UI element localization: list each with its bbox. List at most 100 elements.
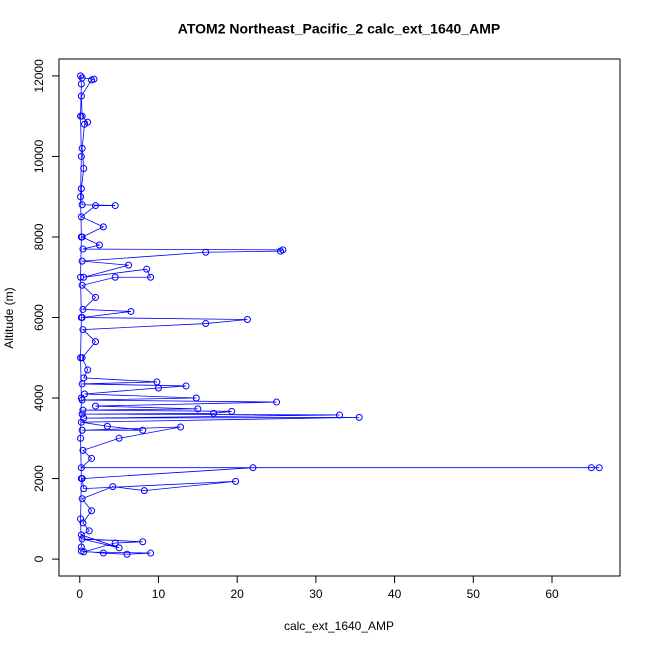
data-point [80, 273, 88, 281]
x-tick-label: 40 [388, 587, 402, 601]
data-point [111, 539, 119, 547]
data-point [153, 378, 161, 386]
data-point [77, 185, 85, 193]
data-point [77, 543, 85, 551]
data-point [79, 245, 87, 253]
x-tick-label: 20 [231, 587, 245, 601]
y-tick-label: 0 [32, 555, 46, 562]
data-point [77, 464, 85, 472]
data-point [77, 475, 85, 483]
x-axis-label: calc_ext_1640_AMP [284, 619, 394, 633]
data-point [99, 549, 107, 557]
data-point [77, 72, 85, 80]
data-point [103, 422, 111, 430]
data-point [111, 273, 119, 281]
data-point [125, 261, 133, 269]
data-point [78, 495, 86, 503]
y-tick-label: 12000 [32, 59, 46, 93]
x-tick-label: 10 [152, 587, 166, 601]
data-point [77, 394, 85, 402]
data-point [232, 477, 240, 485]
data-point [77, 531, 85, 539]
x-tick-label: 50 [467, 587, 481, 601]
data-point [273, 398, 281, 406]
y-tick-label: 8000 [32, 223, 46, 250]
data-point [78, 426, 86, 434]
data-point [99, 223, 107, 231]
data-point [92, 293, 100, 301]
data-point [249, 464, 257, 472]
data-point [595, 464, 603, 472]
data-point [243, 316, 251, 324]
data-line [80, 74, 600, 555]
data-point [115, 434, 123, 442]
data-point [139, 426, 147, 434]
data-point [147, 273, 155, 281]
data-point [88, 507, 96, 515]
data-point [140, 487, 148, 495]
data-point [79, 519, 87, 527]
x-tick-label: 60 [545, 587, 559, 601]
data-point [587, 464, 595, 472]
data-point [355, 413, 363, 421]
data-point [279, 246, 287, 254]
data-point [85, 527, 93, 535]
data-point [78, 201, 86, 209]
y-tick-label: 2000 [32, 465, 46, 492]
data-point [109, 483, 117, 491]
data-point [79, 406, 87, 414]
data-point [147, 549, 155, 557]
data-point [90, 75, 98, 83]
data-point [143, 265, 151, 273]
data-point [77, 314, 85, 321]
data-point [192, 394, 200, 402]
data-point [95, 241, 103, 249]
data-point [88, 454, 96, 462]
data-point [77, 92, 85, 100]
data-point [336, 411, 343, 419]
data-point [111, 202, 119, 210]
data-point [77, 80, 85, 88]
data-point [77, 434, 85, 442]
data-point [78, 410, 86, 418]
data-point [77, 112, 85, 120]
data-point [92, 338, 100, 346]
data-point [79, 326, 87, 334]
data-point [80, 165, 88, 173]
data-point [80, 485, 88, 493]
data-point [78, 257, 86, 265]
data-point [77, 273, 85, 281]
data-point [177, 423, 185, 431]
data-point [77, 233, 85, 241]
data-point [228, 407, 236, 415]
x-tick-label: 30 [309, 587, 323, 601]
data-point [79, 305, 87, 313]
y-tick-label: 6000 [32, 304, 46, 331]
data-point [77, 515, 85, 523]
y-axis-label: Altitude (m) [2, 287, 16, 348]
y-tick-label: 4000 [32, 384, 46, 411]
data-point [77, 213, 85, 221]
data-point [79, 446, 87, 454]
data-point [77, 418, 85, 426]
data-point [77, 193, 85, 201]
y-tick-label: 10000 [32, 139, 46, 173]
data-point [202, 320, 210, 328]
data-point [78, 144, 86, 152]
data-point [139, 538, 147, 546]
data-point [194, 405, 202, 413]
chart-title: ATOM2 Northeast_Pacific_2 calc_ext_1640_… [178, 21, 500, 37]
data-point [92, 402, 100, 410]
x-tick-label: 0 [76, 587, 83, 601]
data-point [84, 118, 92, 126]
data-point [78, 535, 86, 543]
data-point [84, 366, 92, 374]
data-point [92, 202, 100, 210]
data-point [78, 281, 86, 289]
data-point [123, 550, 131, 558]
data-point [210, 409, 218, 417]
data-point [182, 382, 190, 390]
